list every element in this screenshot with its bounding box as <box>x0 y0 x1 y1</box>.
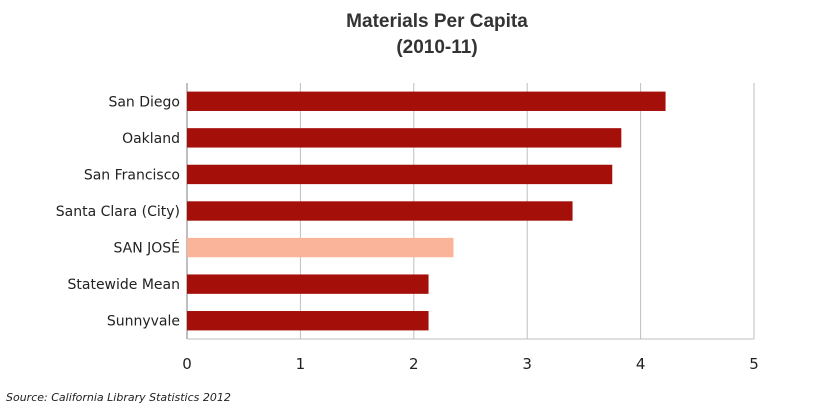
category-label: SAN JOSÉ <box>113 240 180 257</box>
category-label: Statewide Mean <box>68 277 181 293</box>
chart-title: Materials Per Capita <box>346 11 528 32</box>
x-tick-label: 5 <box>749 355 759 373</box>
bar <box>187 274 429 294</box>
bar <box>187 91 666 111</box>
category-label: Oakland <box>122 131 180 147</box>
x-tick-label: 3 <box>522 355 532 373</box>
bar <box>187 201 573 221</box>
bar <box>187 311 429 331</box>
category-label: San Diego <box>108 94 180 110</box>
x-tick-label: 2 <box>409 355 419 373</box>
category-label: San Francisco <box>84 167 180 183</box>
bar <box>187 237 454 258</box>
x-tick-label: 1 <box>296 355 306 373</box>
x-tick-label: 0 <box>182 355 192 373</box>
category-label: Sunnyvale <box>107 314 180 330</box>
category-label: Santa Clara (City) <box>56 204 180 220</box>
bar <box>187 164 613 185</box>
x-tick-label: 4 <box>636 355 646 373</box>
category-labels: San Diego Oakland San Francisco Santa Clara… <box>56 94 180 329</box>
grid-lines <box>186 83 755 340</box>
bar <box>187 128 622 148</box>
bars <box>187 91 666 331</box>
x-tick-labels: 0 1 2 3 4 5 <box>182 355 759 373</box>
chart-subtitle: (2010-11) <box>396 37 477 58</box>
source-note: Source: California Library Statistics 20… <box>6 391 231 404</box>
